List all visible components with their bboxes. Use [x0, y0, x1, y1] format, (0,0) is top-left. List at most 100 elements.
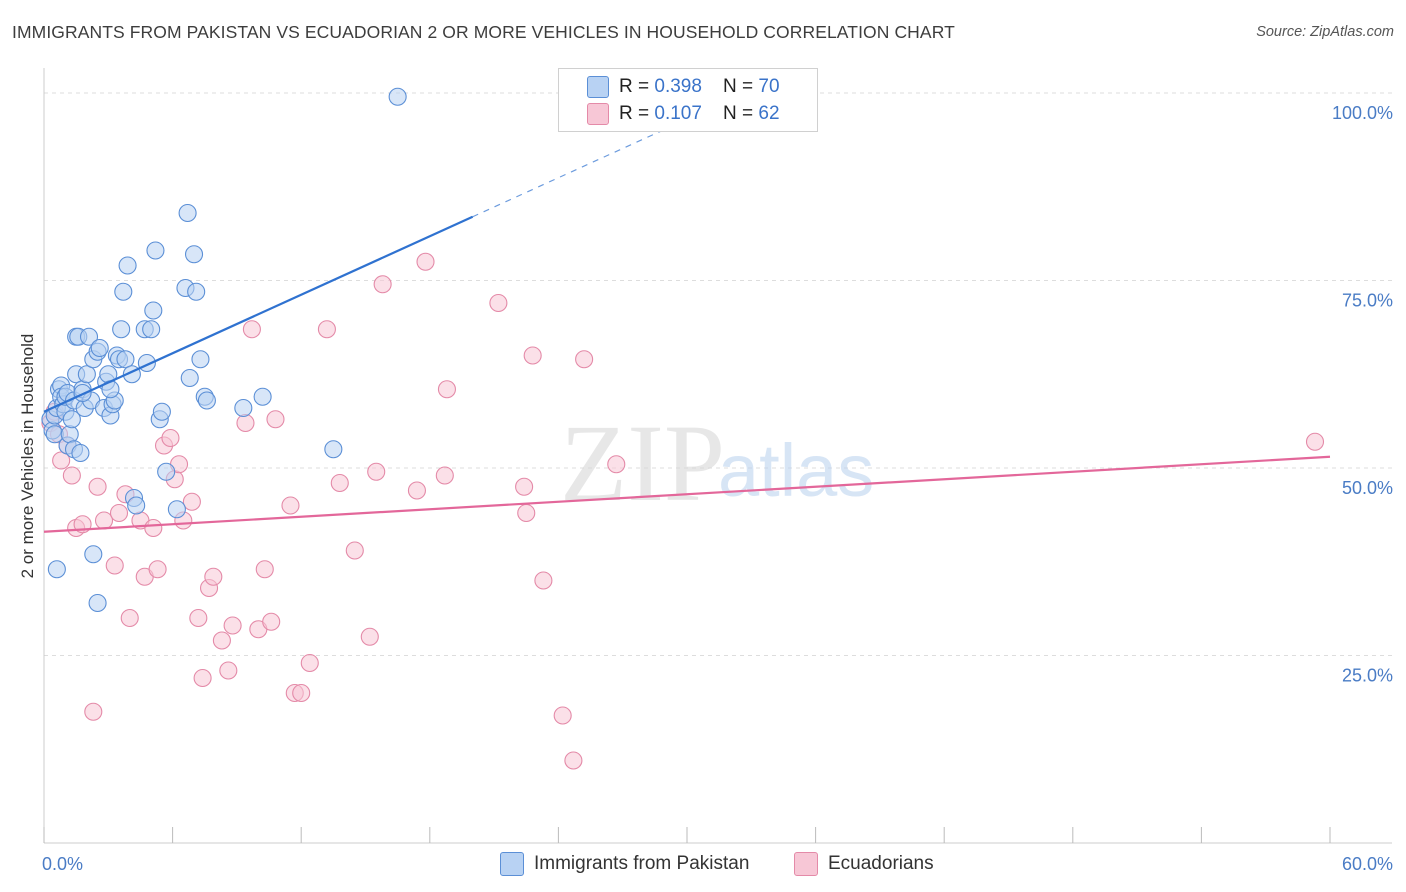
pakistan-point — [71, 443, 90, 463]
pakistan-point — [324, 440, 343, 459]
ecuadorian-point — [300, 653, 319, 673]
pakistan-point — [142, 320, 161, 339]
ecuadorian-point — [534, 571, 553, 590]
pakistan-point — [47, 560, 66, 579]
ecuadorian-point — [255, 560, 274, 579]
x-tick-label: 0.0% — [42, 854, 83, 874]
ecuadorian-point — [109, 503, 129, 523]
ecuadorian-point — [564, 751, 583, 770]
pakistan-point — [112, 320, 131, 339]
pakistan-point — [157, 462, 176, 481]
legend-n-value: 70 — [758, 76, 780, 97]
ecuadorian-point — [1305, 432, 1325, 451]
ecuadorian-point — [281, 496, 300, 515]
pakistan-point — [178, 203, 197, 223]
ecuadorians-swatch — [587, 103, 609, 125]
pakistan-point — [388, 87, 407, 106]
pakistan-point — [127, 496, 146, 515]
ecuadorian-point — [148, 560, 167, 579]
ecuadorian-point — [489, 293, 508, 313]
watermark-zip: ZIP — [560, 402, 725, 524]
ecuadorian-point — [223, 616, 242, 635]
ecuadorian-point — [189, 608, 208, 628]
ecuadorian-point — [219, 661, 238, 680]
pakistan-point — [152, 402, 171, 421]
pakistan-point — [184, 245, 204, 264]
pakistan-point — [79, 327, 99, 346]
legend-item-pakistan: Immigrants from Pakistan — [500, 852, 749, 876]
pakistan-point — [88, 593, 107, 613]
ecuadorian-point — [236, 413, 255, 433]
legend-label-pakistan: Immigrants from Pakistan — [534, 853, 750, 874]
ecuadorians-swatch — [794, 852, 818, 876]
pakistan-point — [191, 350, 210, 369]
pakistan-swatch — [587, 76, 609, 98]
legend-r-value: 0.107 — [654, 103, 702, 124]
ecuadorian-point — [575, 350, 594, 369]
legend-r-value: 0.398 — [654, 76, 702, 97]
ecuadorian-point — [262, 612, 281, 631]
correlation-legend: R = 0.398 N = 70 R = 0.107 N = 62 — [558, 68, 818, 132]
ecuadorian-point — [292, 683, 311, 703]
ecuadorian-point — [416, 252, 435, 271]
pakistan-point — [90, 338, 109, 358]
ecuadorian-point — [120, 608, 139, 628]
ecuadorian-point — [373, 275, 392, 294]
pakistan-point — [144, 301, 163, 320]
ecuadorian-point — [330, 473, 349, 493]
ecuadorian-point — [144, 518, 163, 538]
ecuadorian-point — [367, 462, 386, 481]
legend-r-label: R = — [619, 103, 655, 124]
pakistan-point — [114, 282, 133, 301]
pakistan-swatch — [500, 852, 524, 876]
pakistan-point — [62, 410, 81, 429]
ecuadorian-point — [607, 455, 626, 474]
ecuadorian-point — [212, 631, 231, 650]
ecuadorians-points — [41, 252, 1325, 770]
pakistan-point — [234, 398, 253, 418]
ecuadorian-point — [437, 380, 456, 399]
ecuadorian-point — [317, 320, 336, 339]
pakistan-point — [187, 282, 206, 301]
pakistan-point — [197, 391, 216, 410]
ecuadorian-point — [517, 503, 536, 523]
pakistan-point — [84, 545, 103, 564]
ecuadorian-point — [515, 477, 534, 496]
pakistan-point — [253, 387, 272, 406]
pakistan-point — [77, 365, 96, 384]
pakistan-point — [116, 350, 135, 369]
axes — [43, 68, 1392, 844]
legend-item-ecuadorians: Ecuadorians — [794, 852, 934, 876]
gridlines — [44, 92, 1392, 656]
legend-r-label: R = — [619, 76, 655, 97]
chart-title: IMMIGRANTS FROM PAKISTAN VS ECUADORIAN 2… — [12, 22, 955, 42]
ecuadorian-point — [161, 428, 180, 448]
tick-labels: 25.0% 50.0% 75.0% 100.0% 0.0% 60.0% — [42, 103, 1393, 874]
ecuadorian-point — [88, 477, 107, 496]
y-tick-label: 75.0% — [1342, 291, 1393, 311]
pakistan-point — [60, 425, 79, 444]
pakistan-point — [118, 256, 137, 275]
ecuadorian-point — [105, 556, 124, 575]
ecuadorian-point — [193, 668, 212, 688]
ecuadorian-point — [407, 481, 426, 500]
pakistan-trendline-extension — [472, 118, 688, 218]
y-tick-label: 25.0% — [1342, 666, 1393, 686]
ecuadorian-point — [360, 627, 379, 646]
legend-label-ecuadorians: Ecuadorians — [828, 853, 934, 874]
ecuadorian-point — [84, 702, 103, 721]
legend-n-value: 62 — [758, 103, 780, 124]
pakistan-points — [41, 87, 407, 613]
ecuadorian-point — [242, 320, 261, 339]
ecuadorian-point — [266, 410, 285, 429]
pakistan-trendline — [43, 215, 474, 413]
ecuadorian-point — [523, 346, 542, 365]
legend-n-label: N = — [723, 103, 759, 124]
ecuadorian-point — [345, 541, 364, 560]
pakistan-point — [180, 368, 199, 388]
ecuadorian-point — [94, 511, 114, 530]
ecuadorians-trendline — [43, 455, 1331, 533]
pakistan-point — [167, 500, 186, 519]
watermark-atlas: atlas — [718, 429, 874, 512]
pakistan-point — [146, 241, 165, 260]
